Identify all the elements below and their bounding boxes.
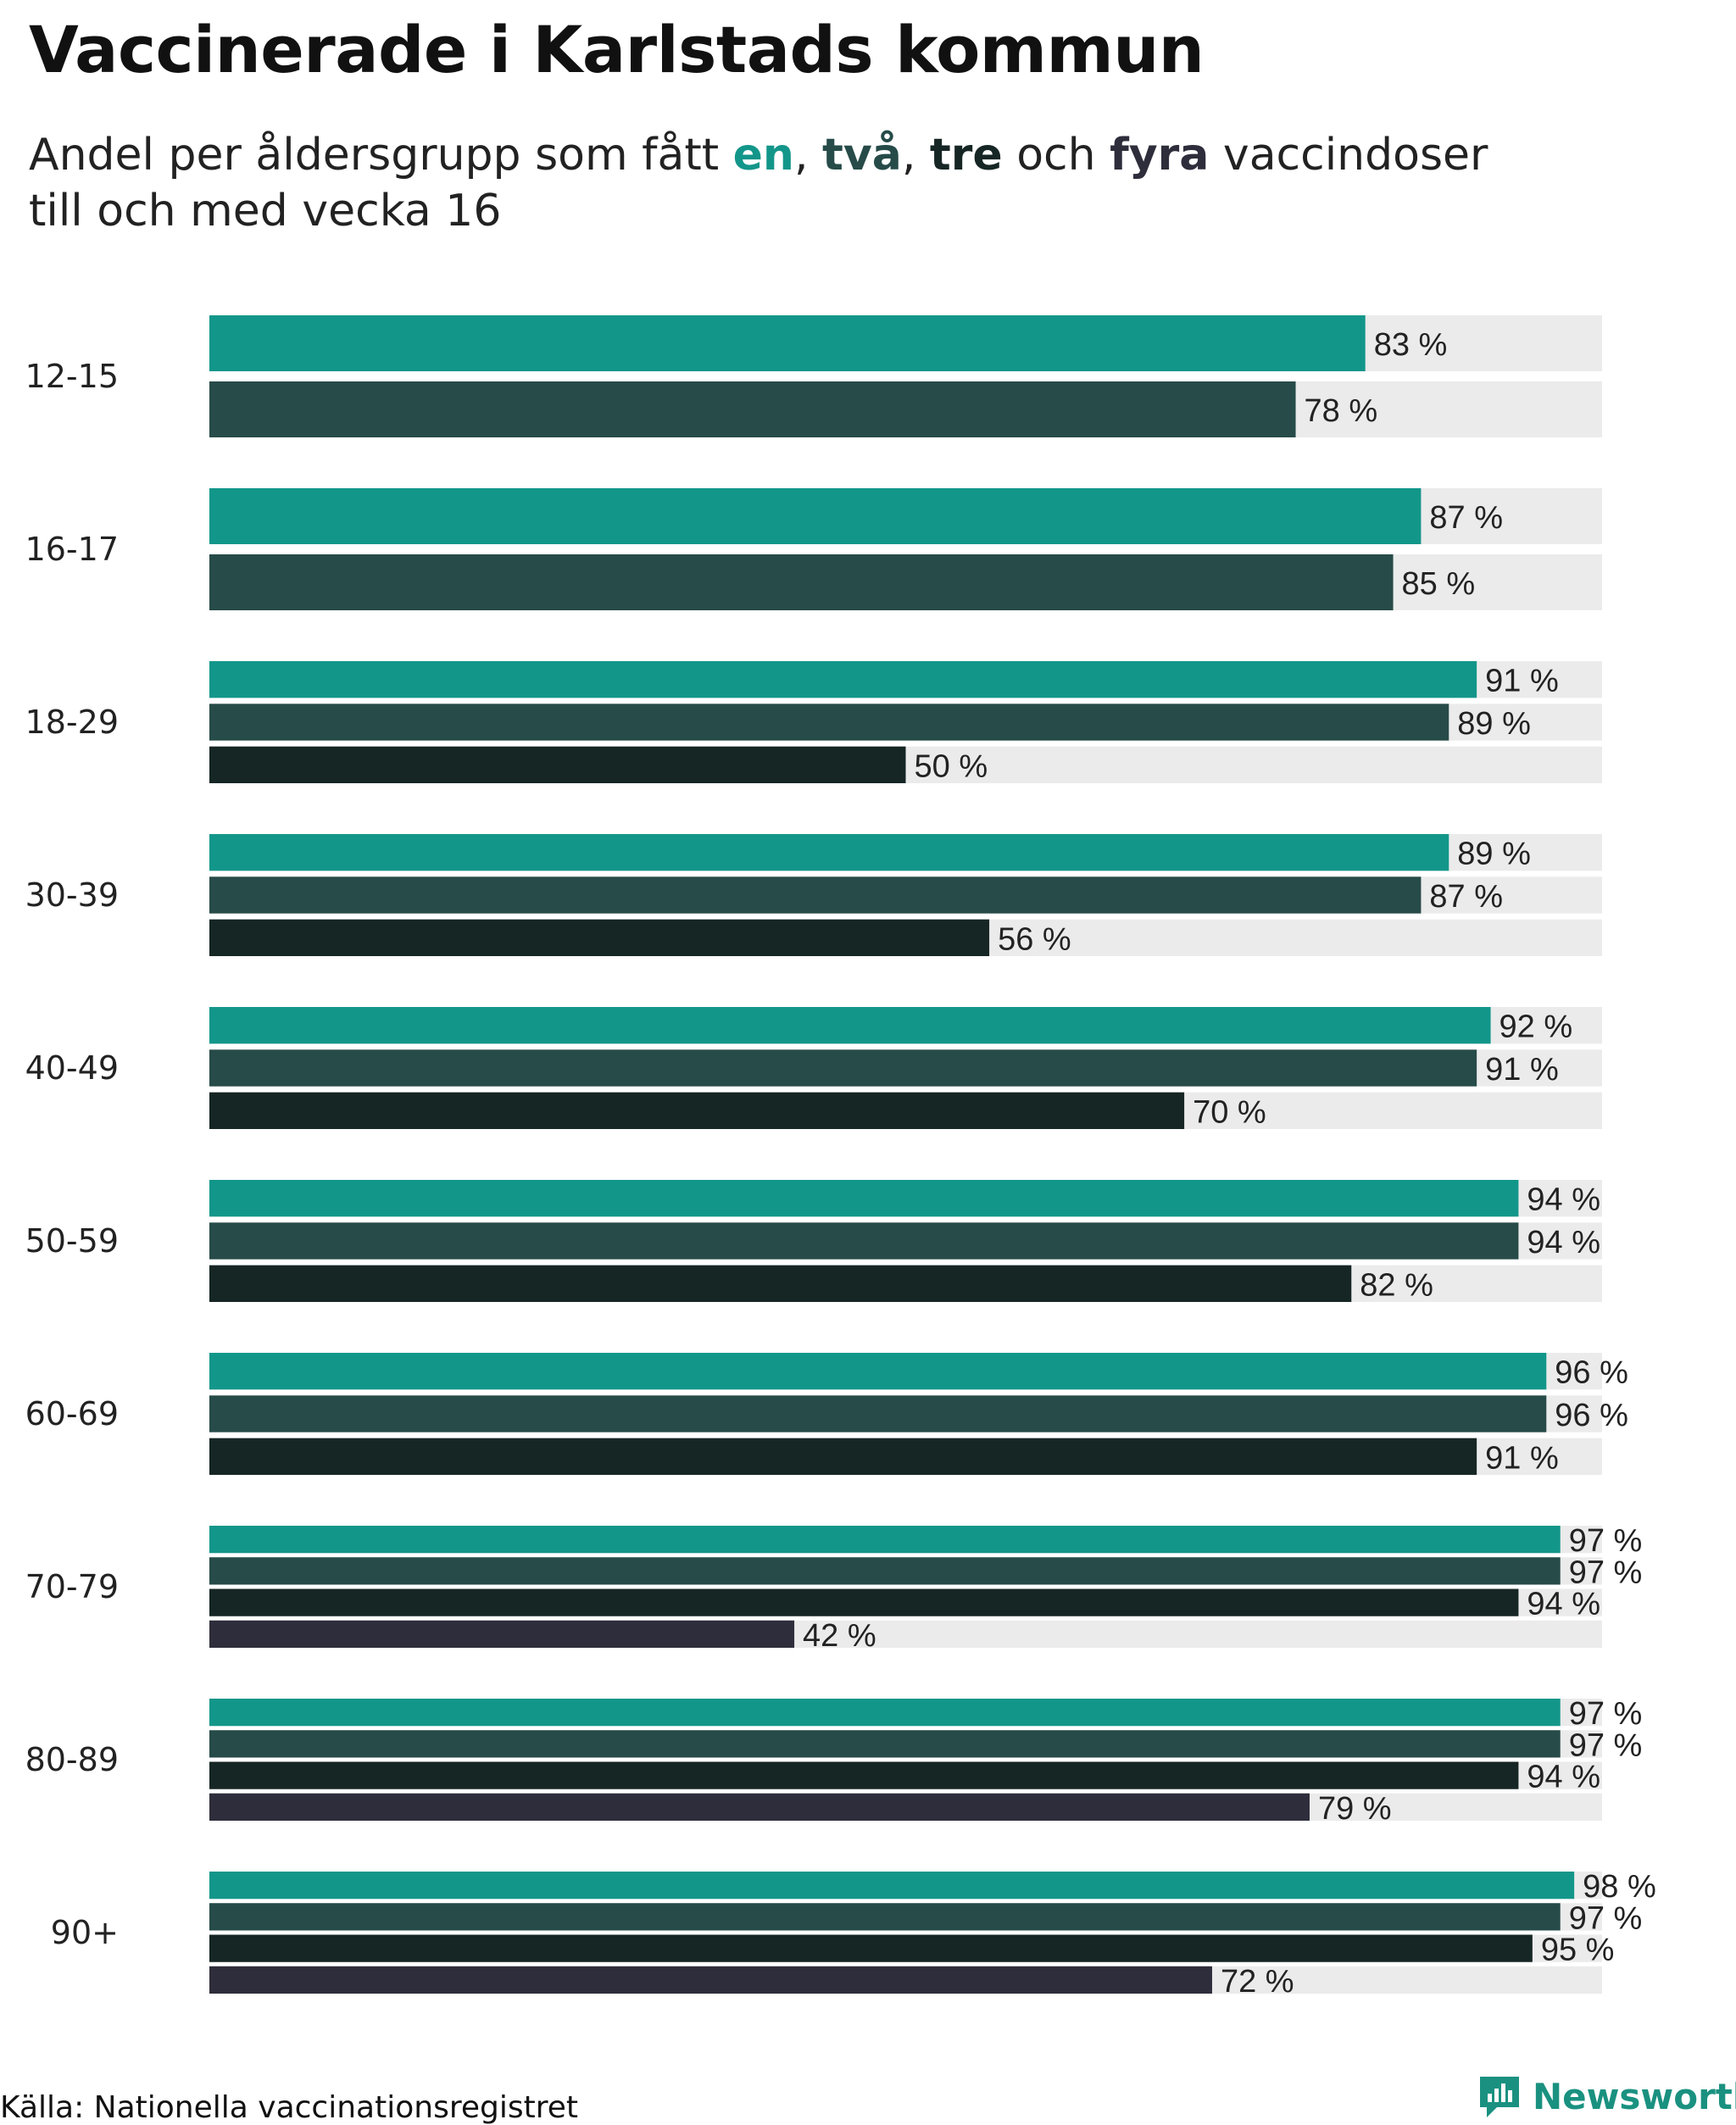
data-label: 97 % bbox=[1569, 1900, 1643, 1936]
bar-dose3 bbox=[209, 1588, 1519, 1616]
subtitle-dose-four: fyra bbox=[1110, 130, 1210, 181]
data-label: 89 % bbox=[1457, 837, 1531, 872]
data-label: 87 % bbox=[1429, 879, 1503, 915]
data-label: 79 % bbox=[1318, 1791, 1392, 1827]
subtitle-dose-one: en bbox=[732, 130, 794, 181]
bar-dose4 bbox=[209, 1966, 1212, 1994]
bar-dose1 bbox=[209, 1699, 1561, 1727]
data-label: 98 % bbox=[1583, 1869, 1656, 1905]
category-label: 80-89 bbox=[25, 1741, 119, 1778]
bar-dose2 bbox=[209, 704, 1449, 741]
subtitle-line-two: till och med vecka 16 bbox=[29, 186, 502, 236]
bar-dose1 bbox=[209, 1180, 1519, 1217]
source-note: Källa: Nationella vaccinationsregistret bbox=[0, 2090, 578, 2125]
subtitle-dose-two: två bbox=[822, 130, 902, 181]
data-label: 72 % bbox=[1221, 1964, 1294, 2000]
bar-dose2 bbox=[209, 1395, 1547, 1432]
category-label: 18-29 bbox=[25, 704, 119, 741]
data-label: 70 % bbox=[1193, 1094, 1266, 1130]
newsworthy-logo-text: Newsworthy bbox=[1533, 2075, 1736, 2117]
bar-dose3 bbox=[209, 746, 906, 783]
data-label: 96 % bbox=[1555, 1355, 1628, 1391]
newsworthy-logo: Newsworthy bbox=[1477, 2073, 1736, 2119]
data-label: 97 % bbox=[1569, 1727, 1643, 1763]
bar-dose2 bbox=[209, 554, 1394, 610]
subtitle-separator: , bbox=[793, 130, 823, 181]
data-label: 97 % bbox=[1569, 1696, 1643, 1732]
bar-dose2 bbox=[209, 876, 1422, 914]
data-label: 94 % bbox=[1527, 1182, 1600, 1218]
bar-dose2 bbox=[209, 1222, 1519, 1260]
subtitle-dose-three: tre bbox=[929, 130, 1003, 181]
bar-dose2 bbox=[209, 1730, 1561, 1758]
newsworthy-logo-icon bbox=[1480, 2077, 1519, 2117]
category-label: 50-59 bbox=[25, 1222, 119, 1260]
bar-chart: 12-15 83 % 78 % 16-17 87 % 85 % 18-29 91 % 89 % 5… bbox=[25, 315, 1656, 2000]
bar-dose1 bbox=[209, 661, 1477, 698]
data-label: 94 % bbox=[1527, 1587, 1600, 1622]
bar-dose2 bbox=[209, 1903, 1561, 1931]
bar-dose3 bbox=[209, 919, 990, 956]
data-label: 50 % bbox=[915, 748, 988, 784]
bar-dose1 bbox=[209, 488, 1422, 544]
data-label: 91 % bbox=[1485, 1052, 1559, 1088]
bar-dose1 bbox=[209, 315, 1366, 371]
category-label: 12-15 bbox=[25, 358, 119, 395]
bar-dose4 bbox=[209, 1620, 795, 1648]
bar-dose1 bbox=[209, 1007, 1491, 1044]
bar-dose3 bbox=[209, 1761, 1519, 1789]
data-label: 95 % bbox=[1541, 1933, 1615, 1968]
category-label: 60-69 bbox=[25, 1395, 119, 1432]
bar-dose3 bbox=[209, 1438, 1477, 1475]
category-label: 90+ bbox=[51, 1914, 119, 1951]
data-label: 89 % bbox=[1457, 706, 1531, 742]
bar-dose2 bbox=[209, 381, 1296, 437]
data-label: 97 % bbox=[1569, 1555, 1643, 1590]
data-label: 82 % bbox=[1360, 1267, 1433, 1303]
data-label: 94 % bbox=[1527, 1225, 1600, 1260]
category-label: 16-17 bbox=[25, 531, 119, 568]
data-label: 87 % bbox=[1429, 500, 1503, 536]
bar-dose2 bbox=[209, 1557, 1561, 1585]
data-label: 91 % bbox=[1485, 664, 1559, 699]
data-label: 85 % bbox=[1402, 566, 1476, 602]
bar-dose2 bbox=[209, 1049, 1477, 1087]
subtitle-middle: och bbox=[1002, 130, 1110, 181]
bar-dose3 bbox=[209, 1265, 1352, 1302]
chart-subtitle: Andel per åldersgrupp som fått en, två, … bbox=[29, 127, 1639, 239]
data-label: 78 % bbox=[1305, 393, 1378, 429]
category-label: 70-79 bbox=[25, 1568, 119, 1605]
bar-dose3 bbox=[209, 1934, 1533, 1962]
category-label: 30-39 bbox=[25, 876, 119, 914]
bar-dose1 bbox=[209, 1526, 1561, 1554]
subtitle-separator: , bbox=[901, 130, 930, 181]
bar-dose1 bbox=[209, 1353, 1547, 1390]
data-label: 56 % bbox=[998, 921, 1071, 957]
bar-dose3 bbox=[209, 1092, 1185, 1129]
data-label: 96 % bbox=[1555, 1398, 1628, 1433]
subtitle-suffix: vaccindoser bbox=[1209, 130, 1488, 181]
data-label: 91 % bbox=[1485, 1440, 1559, 1476]
bar-dose1 bbox=[209, 1872, 1575, 1900]
category-label: 40-49 bbox=[25, 1049, 119, 1087]
bar-dose4 bbox=[209, 1793, 1310, 1821]
data-label: 83 % bbox=[1374, 327, 1448, 363]
data-label: 97 % bbox=[1569, 1523, 1643, 1559]
subtitle-prefix: Andel per åldersgrupp som fått bbox=[29, 130, 733, 181]
bar-dose1 bbox=[209, 834, 1449, 871]
data-label: 92 % bbox=[1500, 1010, 1573, 1045]
data-label: 94 % bbox=[1527, 1760, 1600, 1795]
data-label: 42 % bbox=[803, 1618, 876, 1654]
chart-title: Vaccinerade i Karlstads kommun bbox=[29, 12, 1205, 87]
